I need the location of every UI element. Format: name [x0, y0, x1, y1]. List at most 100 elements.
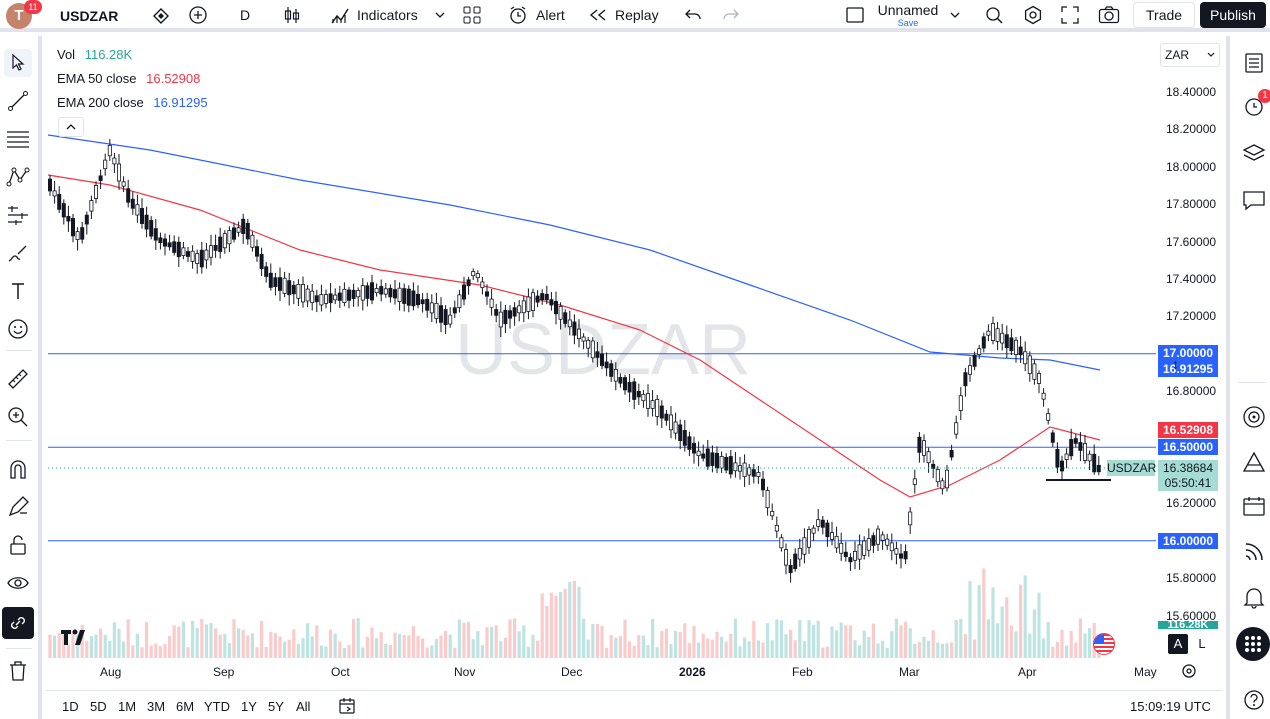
volume-bar	[927, 640, 931, 658]
lock-icon[interactable]	[4, 531, 32, 559]
candle-body	[121, 181, 126, 187]
layout-menu-chevron-icon[interactable]	[949, 3, 961, 27]
apps-grid-icon[interactable]	[1236, 627, 1270, 661]
snapshot-camera-icon[interactable]	[1098, 3, 1120, 27]
range-button-ytd[interactable]: YTD	[204, 699, 230, 714]
watchlist-icon[interactable]	[1240, 49, 1268, 77]
candle-body	[650, 400, 655, 409]
replay-button[interactable]: Replay	[589, 3, 659, 27]
text-tool-icon[interactable]	[4, 277, 32, 305]
crosshair-cursor-icon: ↕	[1172, 356, 1179, 372]
time-axis-settings-icon[interactable]	[1181, 663, 1197, 682]
volume-bar	[388, 644, 392, 658]
candle-body	[880, 534, 885, 541]
cursor-icon[interactable]	[4, 49, 32, 77]
layers-icon[interactable]	[1240, 140, 1268, 168]
alerts-clock-icon[interactable]	[1240, 92, 1268, 120]
emoji-icon[interactable]	[4, 315, 32, 343]
help-icon[interactable]	[1240, 686, 1268, 714]
chart-type-candles-icon[interactable]	[283, 3, 301, 27]
candle-body	[862, 540, 867, 556]
link-icon[interactable]	[2, 607, 34, 639]
compare-add-icon[interactable]	[188, 3, 208, 27]
news-stream-icon[interactable]	[1240, 538, 1268, 566]
symbol-search[interactable]: USDZAR	[48, 3, 178, 29]
clock[interactable]: 15:09:19 UTC	[1130, 699, 1211, 714]
volume-bar	[1014, 631, 1018, 658]
range-button-1y[interactable]: 1Y	[241, 699, 257, 714]
scale-log-button[interactable]: L	[1192, 634, 1212, 654]
volume-bar	[917, 642, 921, 658]
volume-bar	[986, 619, 990, 658]
indicators-button[interactable]: Indicators	[330, 3, 418, 27]
price-axis-label: 16.20000	[1166, 496, 1217, 511]
volume-bar	[894, 618, 898, 658]
range-button-1m[interactable]: 1M	[118, 699, 137, 714]
candle-body	[604, 361, 609, 369]
symbol-info-icon[interactable]	[152, 7, 170, 25]
currency-select[interactable]: ZAR	[1160, 43, 1220, 67]
zoom-in-icon[interactable]	[4, 403, 32, 431]
candle-body	[618, 377, 623, 384]
trash-icon[interactable]	[4, 657, 32, 685]
volume-bar	[752, 620, 756, 658]
range-button-all[interactable]: All	[296, 699, 311, 714]
candle-body	[1083, 443, 1088, 461]
collapse-legend-button[interactable]	[58, 117, 84, 137]
go-to-date-icon[interactable]	[338, 697, 356, 718]
hide-drawings-eye-icon[interactable]	[4, 569, 32, 597]
volume-bar	[775, 619, 779, 658]
candle-body	[135, 204, 140, 216]
redo-icon[interactable]	[722, 3, 740, 27]
range-button-5y[interactable]: 5Y	[268, 699, 284, 714]
volume-bar	[421, 638, 425, 658]
notifications-bell-icon[interactable]	[1240, 583, 1268, 611]
alert-button[interactable]: Alert	[508, 3, 565, 27]
interval-button[interactable]: D	[240, 3, 250, 27]
fullscreen-icon[interactable]	[1061, 3, 1079, 27]
forecasting-tool-icon[interactable]	[4, 201, 32, 229]
quick-search-icon[interactable]	[984, 3, 1004, 27]
undo-icon[interactable]	[684, 3, 702, 27]
layout-checkbox[interactable]	[845, 3, 865, 27]
volume-bar	[494, 625, 498, 658]
magnet-icon[interactable]	[4, 455, 32, 483]
calendar-icon[interactable]	[1240, 492, 1268, 520]
volume-bar	[416, 636, 420, 658]
price-axis-label: 16.80000	[1166, 384, 1217, 399]
ema200-legend[interactable]: EMA 200 close 16.91295	[57, 95, 208, 110]
scale-auto-button[interactable]: A	[1168, 634, 1188, 654]
candle-body	[811, 527, 816, 534]
range-button-5d[interactable]: 5D	[90, 699, 107, 714]
candle-body	[535, 295, 540, 303]
templates-chevron-icon[interactable]	[434, 3, 446, 27]
volume-bar	[338, 641, 342, 658]
pattern-tool-icon[interactable]	[4, 163, 32, 191]
brush-icon[interactable]	[4, 239, 32, 267]
layouts-grid-icon[interactable]	[463, 3, 481, 27]
candle-body	[705, 448, 710, 467]
volume-bar	[273, 633, 277, 658]
range-button-1d[interactable]: 1D	[62, 699, 79, 714]
trade-button[interactable]: Trade	[1133, 2, 1196, 28]
chat-icon[interactable]	[1240, 186, 1268, 214]
fib-retracement-icon[interactable]	[4, 125, 32, 153]
volume-bar	[1000, 606, 1004, 658]
target-icon[interactable]	[1240, 403, 1268, 431]
candle-body	[461, 284, 466, 300]
ema50-legend[interactable]: EMA 50 close 16.52908	[57, 71, 200, 86]
range-button-6m[interactable]: 6M	[176, 699, 195, 714]
trend-line-icon[interactable]	[4, 87, 32, 115]
settings-gear-icon[interactable]	[1023, 3, 1043, 27]
candle-body	[296, 284, 301, 299]
range-button-3m[interactable]: 3M	[147, 699, 166, 714]
tradingview-logo[interactable]	[60, 628, 92, 646]
ideas-triangle-icon[interactable]	[1240, 448, 1268, 476]
stay-in-drawing-mode-icon[interactable]	[4, 493, 32, 521]
volume-bar	[402, 635, 406, 658]
candle-body	[1046, 413, 1051, 421]
ruler-icon[interactable]	[4, 365, 32, 393]
volume-legend[interactable]: Vol 116.28K	[57, 47, 132, 62]
publish-button[interactable]: Publish	[1200, 2, 1266, 28]
layout-name-button[interactable]: Unnamed Save	[876, 2, 940, 30]
